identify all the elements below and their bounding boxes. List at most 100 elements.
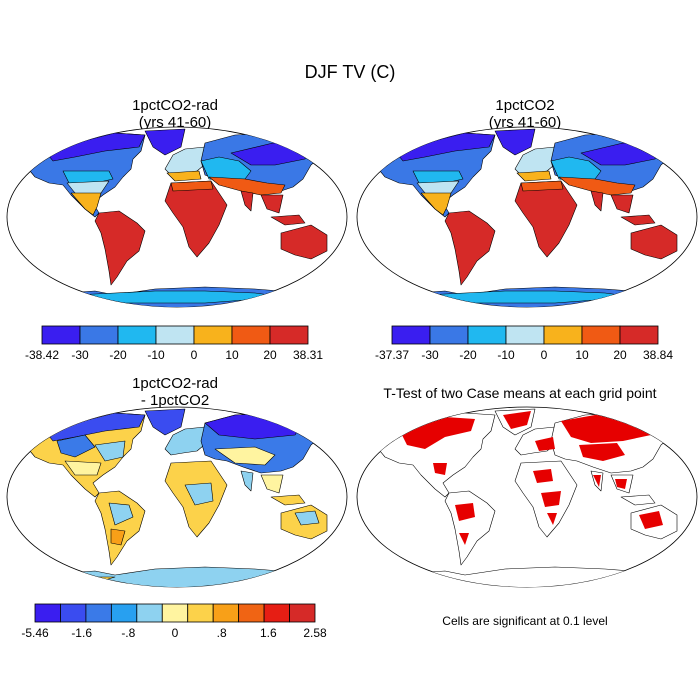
bar3-tick-label: .8 [217,626,227,640]
india-landmass [240,470,254,492]
bar3-tick-label: 2.58 [303,626,327,640]
bar1-swatch [269,325,309,345]
colorbar-2-labels: -37.37 -30 -20 -10 0 10 20 38.84 [375,348,673,362]
bar1-swatch [79,325,119,345]
australia-landmass [280,224,328,260]
significant-area-amazon [455,503,475,521]
south-america-landmass [444,210,496,286]
significant-area-southeast-asia [615,479,627,489]
significant-area-greenland [503,411,531,429]
bar3-swatch [187,603,214,623]
bar3-swatch [85,603,112,623]
bar3-swatch [238,603,265,623]
bar1-tick-label: -10 [147,348,165,362]
bar3-swatch [212,603,240,623]
australia-landmass [630,224,678,260]
panel3-title-line1: 1pctCO2-rad [132,375,218,392]
south-america-landmass [94,490,146,566]
mexico-region [70,192,102,216]
bar1-swatch [193,325,233,345]
southeast-asia-landmass [260,474,284,494]
significant-area-india [593,475,601,487]
bar2-tick-label: 10 [575,348,589,362]
africa-landmass [164,180,228,258]
panel4-title: T-Test of two Case means at each grid po… [383,385,657,401]
bar3-swatch [263,603,290,623]
arctic-canada-region [394,132,496,162]
bar2-swatch [467,325,507,345]
arctic-canada-region [44,132,146,162]
greenland-landmass [494,128,536,156]
india-landmass [240,190,254,212]
bar1-swatch [117,325,157,345]
map-1pctco2-rad [6,126,348,308]
amazon-region [108,502,134,526]
southern-europe-region [516,170,552,182]
antarctica-coast-region [424,290,636,304]
bar1-tick-label: -30 [71,348,89,362]
north-africa-region [520,180,564,192]
figure-title: DJF TV (C) [304,62,396,82]
bar1-swatch [41,325,81,345]
significant-area-usa [433,463,447,475]
arctic-canada-region [44,412,146,442]
panel1-title-line1: 1pctCO2-rad [132,97,218,114]
bar3-swatch [110,603,138,623]
colorbar-2-swatches [391,325,659,345]
greenland-landmass [144,128,186,156]
indonesia-landmass [620,214,656,226]
india-landmass [590,190,604,212]
bar2-swatch [505,325,545,345]
bar2-swatch [581,325,621,345]
bar1-swatch [155,325,195,345]
panel3-title: 1pctCO2-rad - 1pctCO2 [40,375,310,409]
colorbar-3: -5.46 -1.6 -.8 0 .8 1.6 2.58 [21,603,327,640]
significant-cells [399,411,663,545]
southeast-asia-landmass [260,194,284,214]
colorbar-1: -38.42 -30 -20 -10 0 10 20 38.31 [25,325,323,362]
colorbar-3-labels: -5.46 -1.6 -.8 0 .8 1.6 2.58 [21,626,327,640]
significant-area-argentina [459,533,469,545]
bar3-tick-label: 1.6 [260,626,277,640]
bar3-swatch [60,603,87,623]
south-america-landmass [94,210,146,286]
colorbar-3-swatches [34,603,316,623]
panel1-title: 1pctCO2-rad (yrs 41-60) [40,97,310,131]
bar2-tick-label: 20 [613,348,627,362]
south-asia-region [208,176,286,196]
panel3-title-line2: - 1pctCO2 [140,392,210,409]
bar1-tick-label: -20 [109,348,127,362]
central-africa-region [184,482,214,506]
panel2-title-line1: 1pctCO2 [495,97,555,114]
panel2-title-line2: (yrs 41-60) [488,114,562,131]
bar1-tick-label: 0 [191,348,198,362]
panel1-title-line2: (yrs 41-60) [138,114,212,131]
significant-area-australia [639,511,663,529]
mexico-region [420,192,452,216]
bar2-tick-label: 0 [541,348,548,362]
antarctica-outline [384,566,676,587]
panel2-title: 1pctCO2 (yrs 41-60) [390,97,660,131]
bar2-swatch [429,325,469,345]
bar2-swatch [391,325,431,345]
western-canada-region [56,434,96,458]
bar1-tick-label: 10 [225,348,239,362]
north-africa-region [170,180,214,192]
bar2-tick-label: -20 [459,348,477,362]
bar3-tick-label: 0 [172,626,179,640]
indonesia-landmass [270,214,306,226]
antarctica-landmass [34,566,326,587]
colorbar-1-swatches [41,325,309,345]
colorbar-2: -37.37 -30 -20 -10 0 10 20 38.84 [375,325,673,362]
bar3-swatch [136,603,163,623]
bar2-tick-label: -37.37 [375,348,409,362]
southern-south-america-region [110,528,126,546]
greenland-landmass [144,408,186,436]
antarctica-coast-region [74,290,286,304]
bar2-swatch [619,325,659,345]
colorbar-1-labels: -38.42 -30 -20 -10 0 10 20 38.31 [25,348,323,362]
bar2-tick-label: -30 [421,348,439,362]
bar1-tick-label: -38.42 [25,348,59,362]
significant-area-central-asia [579,443,625,461]
southern-europe-region [166,170,202,182]
